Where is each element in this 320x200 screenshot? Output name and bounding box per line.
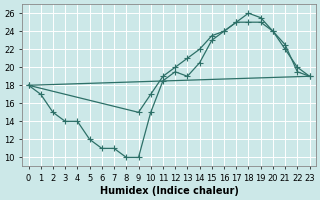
X-axis label: Humidex (Indice chaleur): Humidex (Indice chaleur) (100, 186, 238, 196)
